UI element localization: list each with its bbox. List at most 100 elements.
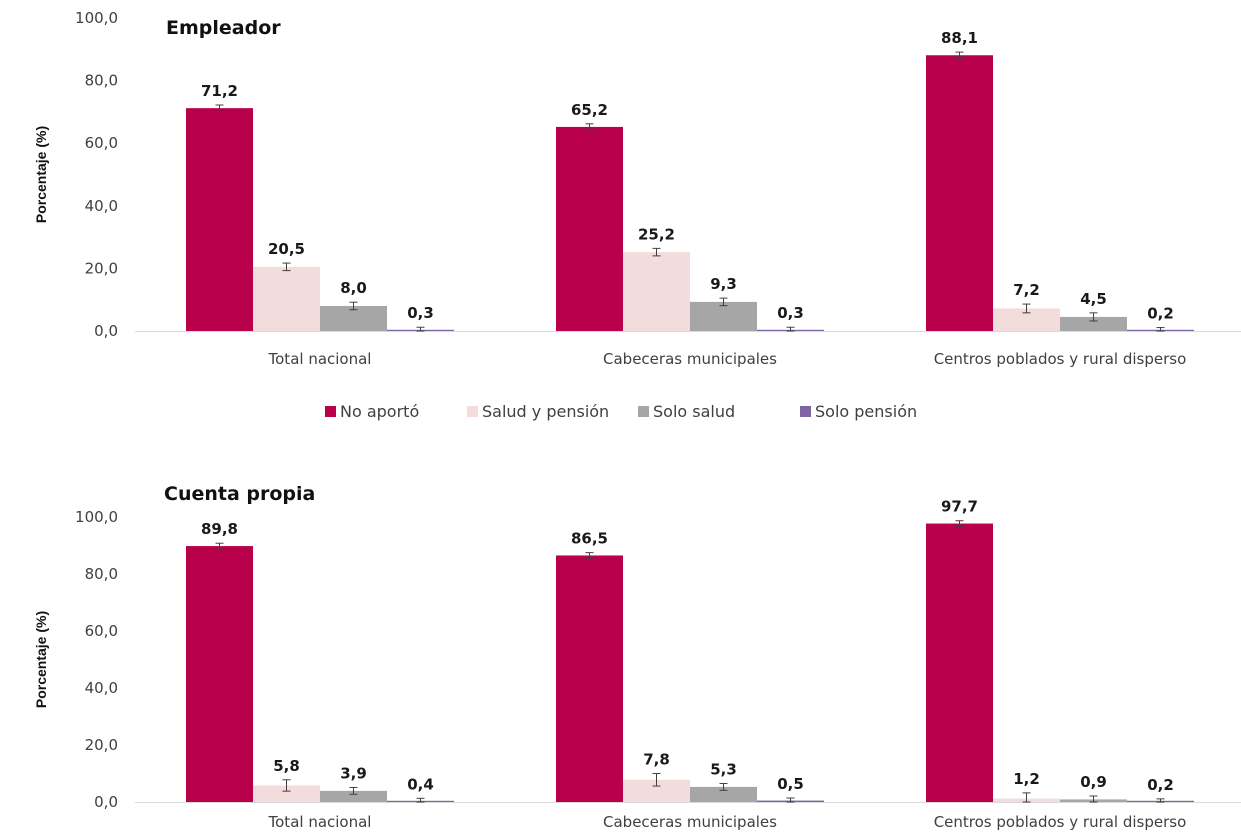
data-label: 97,7 [941, 498, 978, 516]
bar-no-aporto-centros-poblados-y-rural-disperso [926, 55, 993, 331]
y-tick-label: 0,0 [94, 322, 118, 340]
legend-label: Solo salud [653, 402, 735, 421]
data-label: 89,8 [201, 520, 238, 538]
legend: No aportó Salud y pensión Solo salud Solo p… [325, 402, 917, 421]
data-label: 25,2 [638, 225, 675, 243]
bar-solo-salud-cabeceras-municipales [690, 301, 757, 331]
error-bar [282, 262, 291, 272]
data-label: 4,5 [1080, 290, 1107, 308]
error-bar [1089, 312, 1098, 322]
y-tick-label: 100,0 [75, 9, 118, 27]
data-label: 9,3 [710, 275, 737, 293]
legend-item-solo-salud: Solo salud [638, 402, 735, 421]
error-bar [416, 797, 425, 803]
y-tick-label: 60,0 [85, 134, 118, 152]
data-label: 7,8 [643, 751, 670, 769]
error-bar [1022, 303, 1031, 314]
data-label: 7,2 [1013, 281, 1040, 299]
error-bar [652, 773, 661, 787]
error-bar [1156, 798, 1165, 803]
bar-salud-y-pension-total-nacional [253, 785, 320, 802]
bar-salud-y-pension-cabeceras-municipales [623, 252, 690, 331]
data-label: 0,3 [777, 304, 804, 322]
category-label: Total nacional [268, 350, 372, 368]
legend-swatch [638, 406, 649, 417]
bar-no-aporto-cabeceras-municipales [556, 555, 623, 802]
bar-no-aporto-cabeceras-municipales [556, 126, 623, 331]
category-label: Cabeceras municipales [603, 813, 777, 831]
error-bar [1089, 795, 1098, 803]
chart-empleador: Empleador Porcentaje (%) 0,0 20,0 40,0 60,0 80… [33, 9, 1241, 368]
error-bar [719, 782, 728, 791]
legend-label: Solo pensión [815, 402, 917, 421]
bar-solo-salud-cabeceras-municipales [690, 786, 757, 802]
bar-no-aporto-total-nacional [186, 108, 253, 331]
y-tick-label: 40,0 [85, 679, 118, 697]
error-bar [215, 104, 224, 112]
category-label: Centros poblados y rural disperso [934, 813, 1187, 831]
y-axis-label: Porcentaje (%) [33, 611, 49, 708]
data-label: 3,9 [340, 764, 367, 782]
error-bar [786, 797, 795, 803]
data-label: 0,4 [407, 775, 434, 793]
y-tick-label: 100,0 [75, 508, 118, 526]
error-bar [955, 520, 964, 527]
y-tick-label: 20,0 [85, 259, 118, 277]
bar-solo-salud-total-nacional [320, 790, 387, 802]
data-label: 5,3 [710, 760, 737, 778]
bar-salud-y-pension-total-nacional [253, 266, 320, 331]
y-tick-label: 40,0 [85, 197, 118, 215]
data-label: 0,3 [407, 304, 434, 322]
bar-no-aporto-centros-poblados-y-rural-disperso [926, 523, 993, 802]
legend-label: Salud y pensión [482, 402, 609, 421]
legend-item-salud-y-pension: Salud y pensión [467, 402, 609, 421]
error-bar [416, 326, 425, 332]
y-tick-label: 60,0 [85, 622, 118, 640]
error-bar [955, 51, 964, 59]
legend-swatch [467, 406, 478, 417]
bar-no-aporto-total-nacional [186, 546, 253, 802]
data-label: 0,2 [1147, 305, 1174, 323]
data-label: 5,8 [273, 757, 300, 775]
y-tick-label: 80,0 [85, 565, 118, 583]
data-label: 0,5 [777, 775, 804, 793]
bar-salud-y-pension-cabeceras-municipales [623, 779, 690, 802]
error-bar [786, 326, 795, 332]
error-bar [585, 552, 594, 559]
chart-title: Empleador [166, 17, 281, 39]
error-bar [719, 297, 728, 307]
data-label: 0,9 [1080, 773, 1107, 791]
y-axis-label: Porcentaje (%) [33, 126, 49, 223]
chart-cuenta-propia: Cuenta propia Porcentaje (%) 0,0 20,0 40,0 60… [33, 483, 1241, 831]
data-label: 86,5 [571, 530, 608, 548]
error-bar [652, 247, 661, 257]
chart-title: Cuenta propia [164, 483, 315, 505]
category-label: Cabeceras municipales [603, 350, 777, 368]
error-bar [585, 123, 594, 131]
category-label: Total nacional [268, 813, 372, 831]
error-bar [215, 542, 224, 550]
data-label: 88,1 [941, 29, 978, 47]
error-bar [1022, 792, 1031, 803]
error-bar [1156, 327, 1165, 332]
legend-swatch [800, 406, 811, 417]
data-label: 65,2 [571, 101, 608, 119]
legend-item-no-aporto: No aportó [325, 402, 419, 421]
data-label: 0,2 [1147, 776, 1174, 794]
error-bar [282, 779, 291, 792]
data-label: 20,5 [268, 240, 305, 258]
legend-label: No aportó [340, 402, 419, 421]
data-label: 8,0 [340, 279, 367, 297]
data-label: 1,2 [1013, 770, 1040, 788]
category-label: Centros poblados y rural disperso [934, 350, 1187, 368]
bar-salud-y-pension-centros-poblados-y-rural-disperso [993, 308, 1060, 331]
y-tick-label: 80,0 [85, 72, 118, 90]
y-tick-label: 0,0 [94, 793, 118, 811]
data-label: 71,2 [201, 82, 238, 100]
bar-solo-salud-centros-poblados-y-rural-disperso [1060, 316, 1127, 331]
error-bar [349, 786, 358, 795]
legend-item-solo-pension: Solo pensión [800, 402, 917, 421]
error-bar [349, 301, 358, 311]
legend-swatch [325, 406, 336, 417]
